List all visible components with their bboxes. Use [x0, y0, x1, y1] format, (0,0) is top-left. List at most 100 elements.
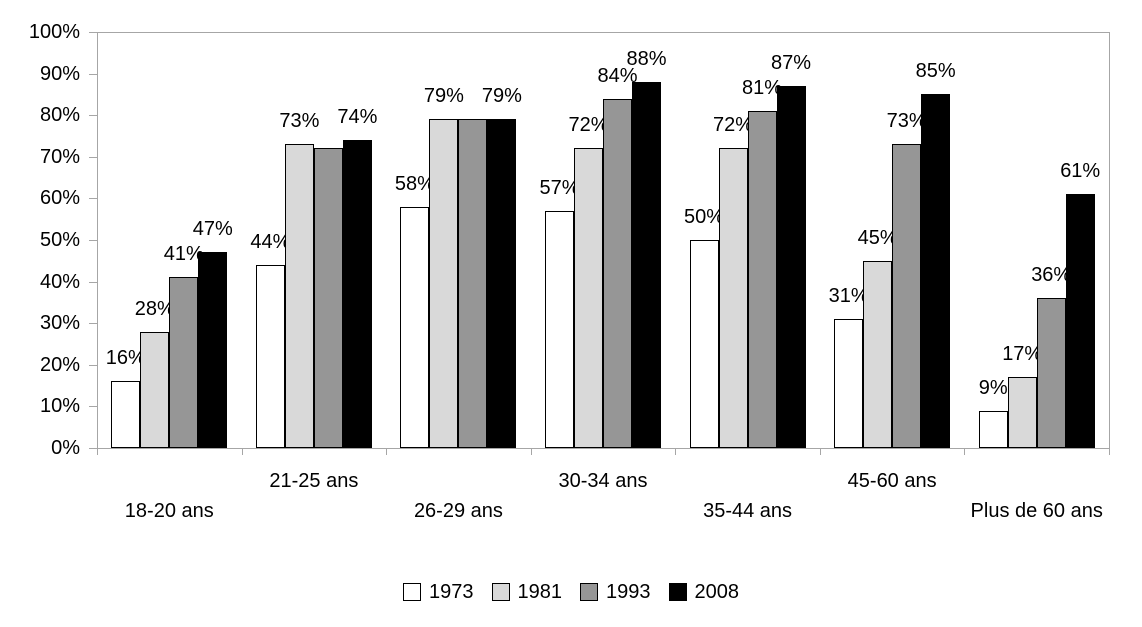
value-label: 44% — [250, 230, 291, 253]
plot-top-border — [97, 32, 1109, 33]
y-tick — [89, 156, 97, 158]
bar-1981-18-20 ans — [140, 331, 170, 448]
legend-item-2008: 2008 — [668, 580, 740, 604]
value-label: 50% — [684, 206, 725, 228]
bar-1993-Plus de 60 ans — [1036, 298, 1066, 448]
plot-right-border — [1109, 32, 1110, 448]
y-tick — [89, 323, 97, 325]
bar-2008-21-25 ans — [342, 140, 372, 448]
bar-2008-30-34 ans — [632, 81, 661, 448]
value-label: 45% — [857, 226, 898, 249]
value-label: 74% — [337, 106, 378, 129]
x-category-label: 21-25 ans — [269, 470, 359, 492]
x-category-label: 30-34 ans — [558, 470, 648, 492]
y-tick-label: 30% — [39, 312, 80, 335]
bar-1981-Plus de 60 ans — [1007, 377, 1037, 448]
y-tick — [89, 281, 97, 283]
x-tick — [819, 448, 821, 455]
value-label: 28% — [134, 297, 175, 320]
value-label: 58% — [394, 172, 435, 195]
y-tick — [89, 198, 97, 200]
bar-1993-30-34 ans — [603, 98, 632, 448]
y-tick — [89, 364, 97, 366]
x-category-label: 18-20 ans — [124, 500, 214, 522]
y-tick-label: 60% — [39, 187, 80, 210]
x-category-label: 45-60 ans — [847, 470, 937, 492]
value-label: 16% — [105, 347, 146, 370]
y-tick — [89, 240, 97, 241]
legend-swatch-icon — [668, 583, 687, 601]
legend-label: 1973 — [429, 581, 474, 603]
bar-1973-35-44 ans — [689, 240, 719, 448]
value-label: 73% — [886, 110, 927, 133]
value-label: 79% — [423, 85, 464, 108]
value-label: 87% — [771, 52, 812, 75]
y-tick — [89, 406, 97, 408]
bar-2008-26-29 ans — [487, 119, 517, 448]
bar-1973-45-60 ans — [834, 319, 864, 448]
y-tick — [89, 115, 97, 117]
x-tick — [386, 448, 388, 455]
y-tick-label: 0% — [51, 437, 80, 459]
legend-swatch-icon — [580, 583, 598, 601]
legend: 1973 1981 1993 2008 — [0, 580, 1142, 604]
x-tick — [97, 448, 98, 455]
bar-1981-26-29 ans — [429, 119, 459, 448]
value-label: 84% — [597, 64, 638, 87]
value-label: 79% — [481, 85, 522, 108]
value-label: 72% — [568, 114, 609, 137]
legend-item-1973: 1973 — [403, 580, 474, 604]
y-tick-label: 10% — [39, 395, 80, 418]
x-tick — [530, 448, 532, 455]
bar-1981-21-25 ans — [284, 144, 314, 448]
bar-1973-21-25 ans — [255, 264, 285, 448]
y-tick-label: 20% — [39, 353, 80, 376]
y-tick-label: 80% — [39, 104, 80, 127]
bar-1993-21-25 ans — [313, 148, 343, 448]
x-tick — [675, 448, 677, 455]
value-label: 17% — [1002, 343, 1043, 366]
legend-item-1993: 1993 — [580, 580, 651, 604]
value-label: 72% — [713, 114, 754, 137]
y-tick-label: 100% — [28, 21, 80, 43]
value-label: 61% — [1060, 160, 1101, 183]
value-label: 36% — [1031, 264, 1072, 287]
value-label: 9% — [978, 376, 1008, 399]
legend-label: 2008 — [694, 581, 740, 603]
x-category-label: 26-29 ans — [413, 500, 503, 522]
bar-2008-45-60 ans — [921, 94, 951, 448]
value-label: 57% — [539, 176, 580, 199]
y-tick-label: 90% — [39, 62, 80, 85]
y-axis-line — [97, 32, 98, 448]
x-tick — [964, 448, 966, 455]
value-label: 85% — [915, 60, 956, 83]
value-label: 88% — [626, 47, 667, 70]
bar-1973-30-34 ans — [545, 210, 574, 448]
y-tick-label: 70% — [39, 145, 80, 168]
bar-1973-Plus de 60 ans — [978, 410, 1008, 448]
x-axis-line — [97, 448, 1110, 449]
legend-label: 1981 — [517, 581, 563, 603]
bar-1993-26-29 ans — [458, 119, 488, 448]
bar-2008-18-20 ans — [198, 252, 228, 448]
value-label: 81% — [742, 77, 783, 100]
value-label: 73% — [279, 110, 320, 133]
bar-1993-45-60 ans — [892, 144, 922, 448]
legend-swatch-icon — [491, 583, 510, 601]
value-label: 31% — [828, 285, 869, 308]
bar-2008-Plus de 60 ans — [1065, 194, 1095, 448]
bar-1993-35-44 ans — [747, 111, 777, 448]
bar-1973-18-20 ans — [111, 381, 141, 448]
bar-1981-45-60 ans — [863, 260, 893, 448]
x-tick — [241, 448, 243, 455]
y-tick — [89, 32, 97, 33]
legend-item-1981: 1981 — [491, 580, 563, 604]
bar-1981-35-44 ans — [718, 148, 748, 448]
bar-1973-26-29 ans — [400, 206, 430, 448]
x-category-label: Plus de 60 ans — [970, 500, 1103, 522]
bar-2008-35-44 ans — [776, 86, 806, 448]
value-label: 41% — [163, 243, 204, 266]
legend-swatch-icon — [403, 583, 421, 601]
bar-1993-18-20 ans — [169, 277, 199, 448]
